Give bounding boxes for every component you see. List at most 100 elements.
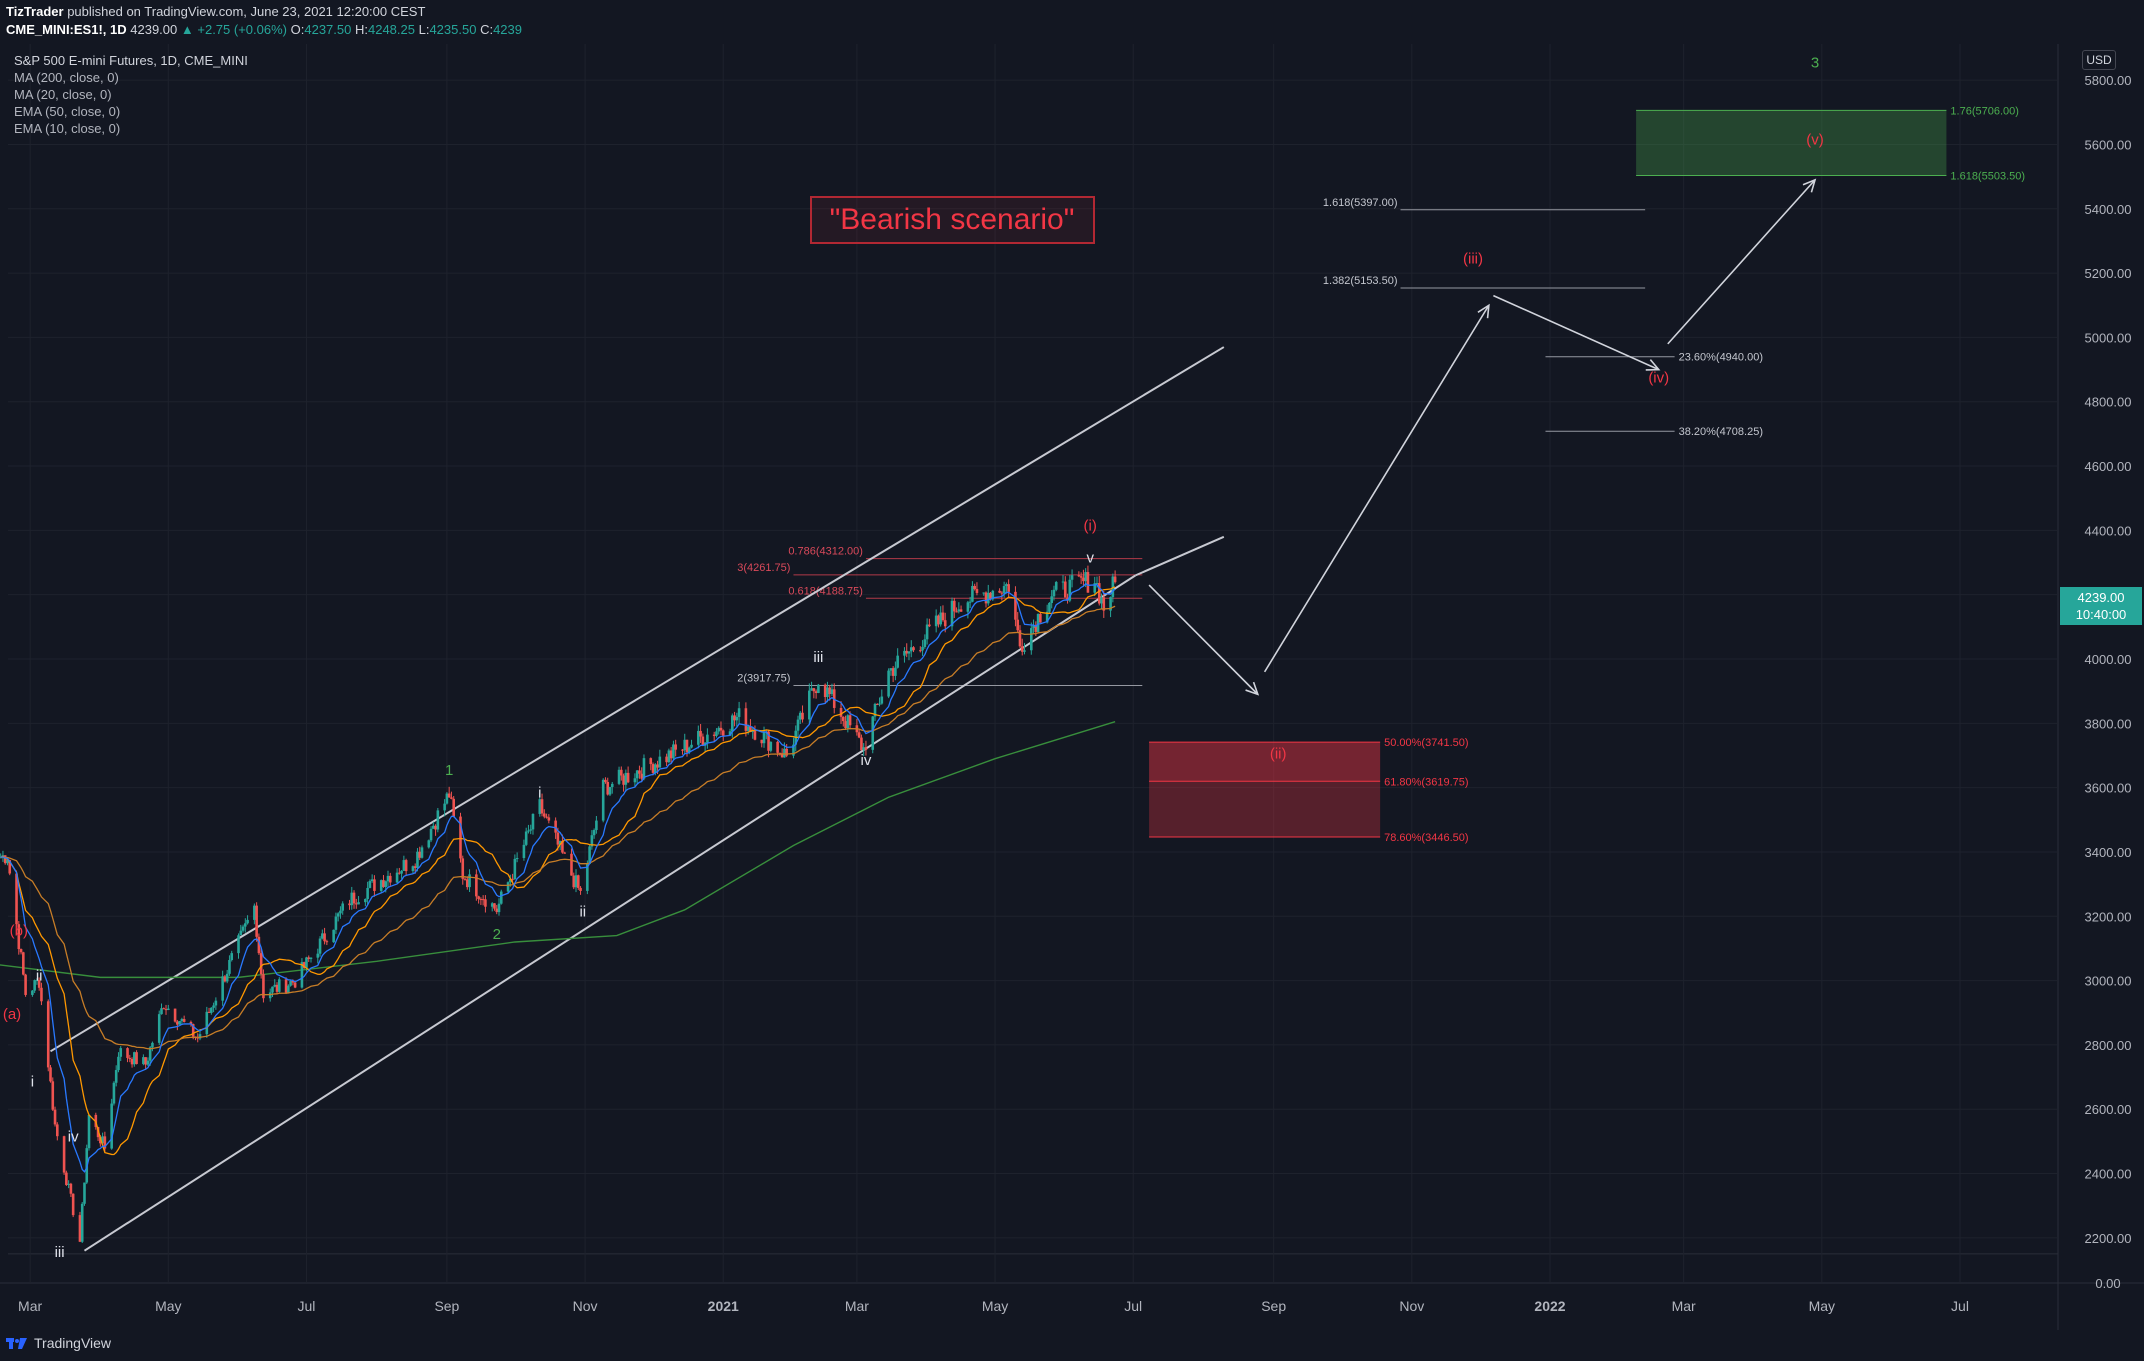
high-value: 4248.25 <box>367 22 415 37</box>
projection-arrow[interactable] <box>1148 584 1259 695</box>
candle-body <box>307 957 311 959</box>
candle-body <box>402 860 406 871</box>
price-tick-label: 5000.00 <box>2085 330 2132 345</box>
candle-body <box>712 734 716 736</box>
candle-body <box>173 1008 177 1022</box>
legend-ema50[interactable]: EMA (50, close, 0) <box>14 104 121 119</box>
wave-label[interactable]: (ii) <box>1270 746 1287 763</box>
candle-body <box>354 903 358 905</box>
tradingview-logo[interactable]: TradingView <box>6 1335 111 1351</box>
fib-level-label: 1.618(5397.00) <box>1323 197 1398 209</box>
arrow-head <box>1477 303 1490 319</box>
wave-label[interactable]: iii <box>55 1244 65 1261</box>
candle-body <box>228 960 231 974</box>
footer: TradingView <box>0 1330 2144 1361</box>
candle-body <box>246 919 249 924</box>
candle-body <box>436 810 440 830</box>
candle-body <box>880 696 884 704</box>
legend-ma200[interactable]: MA (200, close, 0) <box>14 70 119 85</box>
ma20-line[interactable] <box>0 586 1116 1156</box>
price-tick-label: 4600.00 <box>2085 459 2132 474</box>
projection-arrow[interactable] <box>1493 294 1660 371</box>
wave-label[interactable]: (a) <box>3 1006 21 1023</box>
wave-label[interactable]: iv <box>68 1128 79 1145</box>
candle-body <box>133 1052 136 1065</box>
published-text: published on TradingView.com, June 23, 2… <box>67 4 426 19</box>
last-price-marker: 4239.00 10:40:00 <box>2060 587 2142 625</box>
candle-body <box>1097 583 1101 604</box>
ma200-line[interactable] <box>0 721 1116 979</box>
candle-body <box>277 979 281 992</box>
projection-arrow[interactable] <box>1667 179 1816 345</box>
price-tick-label: 0.00 <box>2095 1276 2120 1291</box>
ema50-line[interactable] <box>0 605 1116 1050</box>
candle-body <box>463 878 467 880</box>
candle-body <box>796 719 800 731</box>
price-tick-label: 2400.00 <box>2085 1167 2132 1182</box>
wave-label[interactable]: (iv) <box>1648 369 1669 386</box>
candle-body <box>447 793 451 798</box>
wave-label[interactable]: (i) <box>1084 517 1097 534</box>
candle-body <box>515 857 519 859</box>
candle-body <box>259 953 263 975</box>
candle-body <box>87 1114 91 1149</box>
wave-label[interactable]: 2 <box>493 926 501 943</box>
candle-body <box>1061 581 1065 583</box>
candle-body <box>588 846 591 864</box>
candle-body <box>130 1059 134 1065</box>
candle-body <box>142 1057 145 1064</box>
candle-body <box>117 1056 120 1071</box>
candle-body <box>305 957 308 968</box>
candle-body <box>368 881 372 888</box>
wave-label[interactable]: ii <box>36 968 43 985</box>
channel-upper-line[interactable] <box>49 346 1225 1053</box>
wave-label[interactable]: (b) <box>10 923 28 940</box>
price-tick-label: 3600.00 <box>2085 781 2132 796</box>
candle-body <box>318 938 322 954</box>
legend-ema10[interactable]: EMA (10, close, 0) <box>14 121 121 136</box>
wave-label[interactable]: 1 <box>445 762 453 779</box>
candle-body <box>828 687 832 695</box>
candle-body <box>334 916 338 930</box>
candle-body <box>404 860 408 872</box>
candle-body <box>762 732 766 744</box>
wave-label[interactable]: 3 <box>1811 54 1819 71</box>
legend-ma20[interactable]: MA (20, close, 0) <box>14 87 112 102</box>
candle-body <box>690 744 693 748</box>
candle-body <box>968 601 972 603</box>
wave-label[interactable]: v <box>1086 550 1094 567</box>
projection-arrow[interactable] <box>1263 304 1490 673</box>
candle-body <box>620 769 623 776</box>
candle-body <box>1050 596 1053 603</box>
wave-label[interactable]: i <box>538 784 541 801</box>
zone-level-label: 78.60%(3446.50) <box>1384 832 1468 844</box>
candle-body <box>1020 646 1024 652</box>
ema10-line[interactable] <box>0 582 1116 1173</box>
candle-body <box>1032 625 1035 629</box>
wave-label[interactable]: iv <box>861 752 872 769</box>
candle-body <box>737 708 741 717</box>
wave-label[interactable]: iii <box>813 649 823 666</box>
candle-body <box>604 779 607 782</box>
candle-body <box>778 752 782 754</box>
candle-body <box>717 727 721 732</box>
channel-lower-line[interactable] <box>83 574 1137 1252</box>
candle-body <box>941 612 945 621</box>
price-chart[interactable]: Mar May Jul Sep Nov 2021 Mar May Jul Sep Nov 2022 Ma… <box>0 44 2144 1330</box>
wave-label[interactable]: (iii) <box>1463 250 1483 267</box>
candle-body <box>160 1008 163 1015</box>
currency-button[interactable]: USD <box>2082 50 2116 70</box>
scenario-title-box[interactable] <box>810 196 1095 244</box>
candle-body <box>1100 597 1103 604</box>
low-value: 4235.50 <box>429 22 477 37</box>
wave-label[interactable]: i <box>31 1074 34 1091</box>
publisher-name[interactable]: TizTrader <box>6 4 64 19</box>
candle-body <box>760 739 764 744</box>
candle-body <box>46 1001 50 1068</box>
wave-label[interactable]: ii <box>579 903 586 920</box>
channel-mid-line[interactable] <box>1135 535 1225 577</box>
candle-body <box>253 905 256 920</box>
candle-body <box>642 758 646 779</box>
price-tick-label: 5400.00 <box>2085 202 2132 217</box>
wave-label[interactable]: (v) <box>1806 131 1824 148</box>
